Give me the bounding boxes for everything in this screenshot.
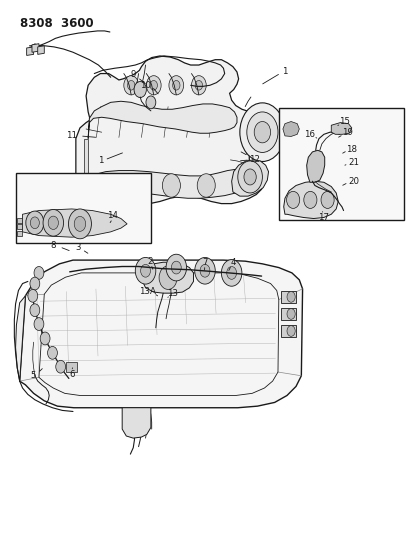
Text: 11: 11 — [66, 132, 77, 140]
Text: 21: 21 — [347, 158, 358, 167]
Text: 6: 6 — [69, 370, 74, 378]
Text: 7: 7 — [202, 258, 207, 266]
Circle shape — [221, 260, 241, 286]
Polygon shape — [22, 209, 127, 237]
Text: 1: 1 — [97, 157, 103, 165]
Text: 1: 1 — [281, 68, 287, 76]
Text: 16: 16 — [303, 130, 314, 139]
Circle shape — [56, 360, 65, 373]
Text: 12: 12 — [248, 156, 259, 164]
Text: 17: 17 — [318, 213, 328, 222]
Polygon shape — [16, 296, 25, 381]
Text: 3: 3 — [75, 244, 81, 252]
Polygon shape — [20, 260, 302, 408]
Polygon shape — [231, 160, 268, 196]
Text: 8: 8 — [50, 241, 56, 249]
Bar — [280, 325, 296, 337]
Circle shape — [303, 191, 316, 208]
Circle shape — [68, 209, 91, 239]
Circle shape — [124, 76, 138, 95]
Circle shape — [134, 82, 146, 98]
Circle shape — [254, 122, 270, 143]
Circle shape — [74, 216, 85, 231]
Circle shape — [159, 266, 177, 289]
Circle shape — [26, 211, 44, 235]
Circle shape — [239, 103, 284, 161]
Text: 4: 4 — [230, 258, 236, 266]
Polygon shape — [283, 181, 337, 219]
Circle shape — [47, 346, 57, 359]
Circle shape — [48, 216, 58, 230]
Circle shape — [166, 254, 186, 281]
Circle shape — [286, 292, 294, 302]
Text: 5: 5 — [31, 371, 36, 379]
Circle shape — [243, 169, 256, 185]
Bar — [278, 108, 403, 220]
Circle shape — [135, 257, 155, 284]
Circle shape — [150, 80, 157, 90]
Circle shape — [162, 174, 180, 197]
Circle shape — [146, 76, 161, 95]
Circle shape — [226, 266, 236, 279]
Circle shape — [320, 191, 333, 208]
Bar — [280, 308, 296, 320]
Circle shape — [140, 264, 150, 277]
Circle shape — [40, 332, 50, 345]
Polygon shape — [330, 123, 351, 134]
Circle shape — [286, 191, 299, 208]
Text: 8308  3600: 8308 3600 — [20, 17, 94, 30]
Bar — [66, 362, 76, 372]
Circle shape — [171, 261, 181, 274]
Circle shape — [194, 257, 215, 284]
Text: 18: 18 — [346, 145, 356, 154]
Polygon shape — [142, 262, 193, 293]
Circle shape — [195, 80, 202, 90]
Circle shape — [28, 289, 38, 302]
Circle shape — [286, 326, 294, 336]
Circle shape — [127, 174, 145, 197]
Circle shape — [92, 174, 110, 197]
Circle shape — [34, 266, 44, 279]
Circle shape — [146, 96, 155, 109]
Circle shape — [286, 309, 294, 319]
Bar — [16, 173, 151, 243]
Text: 20: 20 — [347, 177, 358, 185]
Polygon shape — [27, 47, 34, 55]
Circle shape — [30, 277, 40, 290]
Polygon shape — [306, 150, 324, 182]
Polygon shape — [86, 169, 247, 198]
Text: 13: 13 — [166, 289, 177, 297]
Circle shape — [237, 161, 262, 193]
Text: 9: 9 — [130, 70, 136, 79]
Text: 13A: 13A — [139, 287, 156, 296]
Circle shape — [197, 174, 215, 197]
Circle shape — [127, 80, 135, 90]
Bar — [17, 218, 22, 223]
Text: 2: 2 — [146, 257, 152, 265]
Text: 10: 10 — [140, 81, 151, 90]
Polygon shape — [76, 56, 274, 204]
Text: 19: 19 — [342, 128, 352, 136]
Polygon shape — [88, 101, 236, 139]
Text: 14: 14 — [107, 212, 118, 220]
Polygon shape — [38, 46, 44, 54]
Text: 15: 15 — [338, 117, 349, 126]
Circle shape — [30, 217, 39, 229]
Bar — [17, 224, 22, 229]
Circle shape — [34, 318, 44, 330]
Polygon shape — [84, 139, 88, 193]
Bar — [280, 291, 296, 303]
Circle shape — [169, 76, 183, 95]
Bar — [17, 231, 22, 236]
Circle shape — [191, 76, 206, 95]
Polygon shape — [122, 408, 151, 438]
Circle shape — [246, 112, 277, 152]
Circle shape — [30, 304, 40, 317]
Polygon shape — [282, 122, 299, 136]
Circle shape — [200, 264, 209, 277]
Circle shape — [172, 80, 180, 90]
Polygon shape — [32, 44, 39, 52]
Circle shape — [43, 209, 63, 236]
